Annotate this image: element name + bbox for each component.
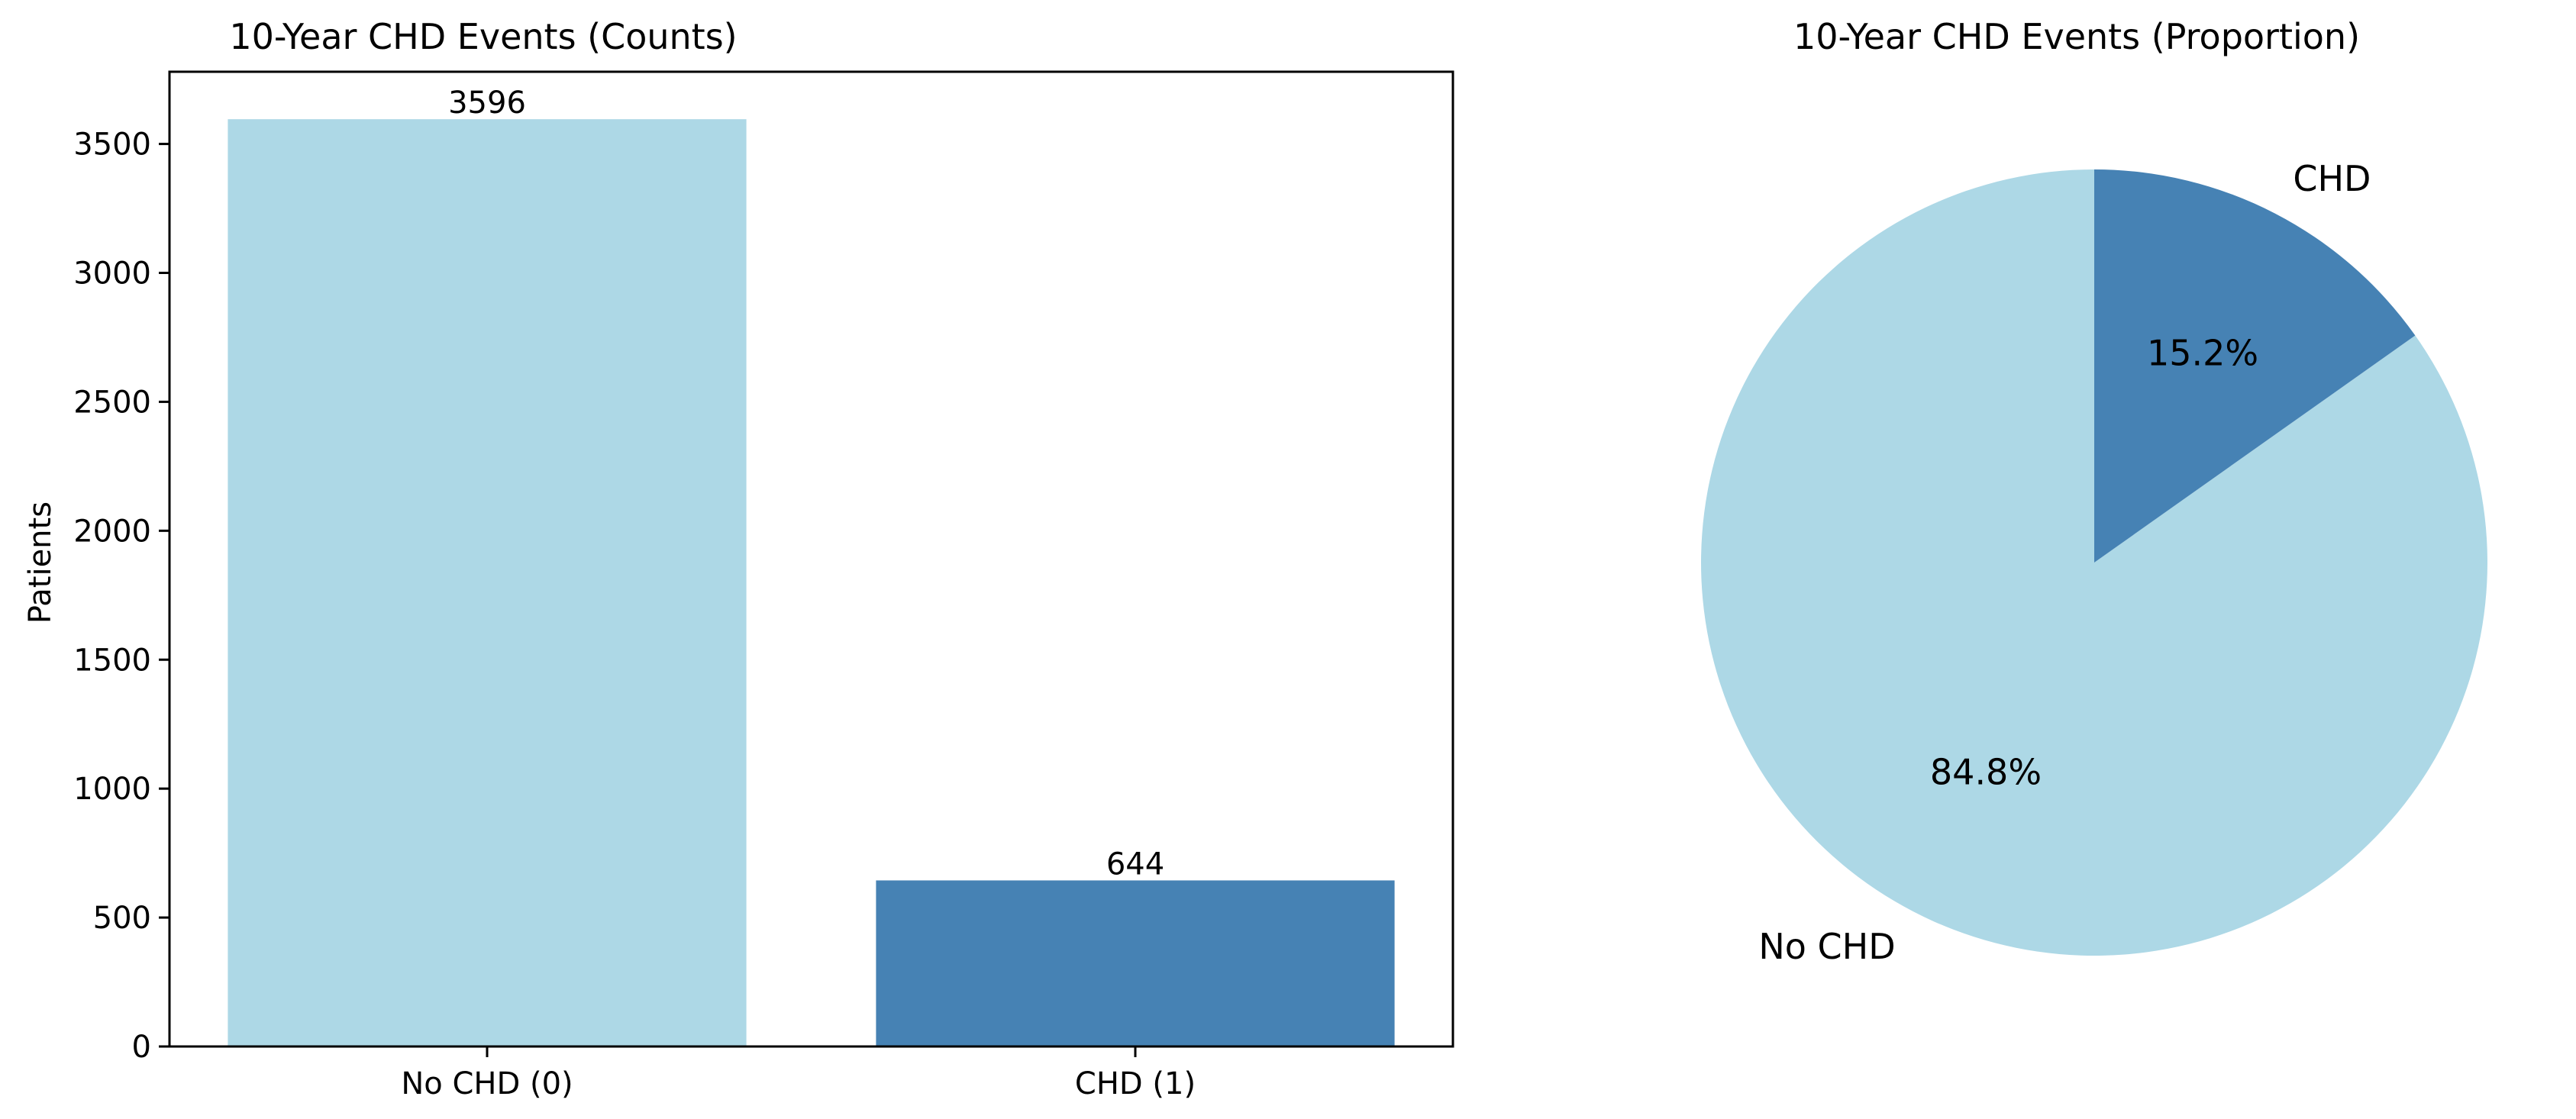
y-tick-label: 1000 bbox=[73, 772, 151, 807]
pie-slices bbox=[1701, 169, 2488, 956]
pie-slice-0 bbox=[1701, 169, 2488, 956]
bar-0 bbox=[228, 119, 747, 1046]
y-tick-label: 500 bbox=[93, 901, 151, 936]
y-tick-label: 1500 bbox=[73, 643, 151, 678]
y-tick-label: 2500 bbox=[73, 385, 151, 420]
bar-chart-title: 10-Year CHD Events (Counts) bbox=[229, 16, 737, 57]
bar-value-label: 644 bbox=[1106, 847, 1164, 882]
y-tick-label: 0 bbox=[132, 1030, 151, 1065]
pie-percent-label: 15.2% bbox=[2147, 333, 2258, 374]
y-tick-label: 3500 bbox=[73, 127, 151, 163]
pie-slice-1 bbox=[2094, 169, 2416, 563]
pie-slice-label: No CHD bbox=[1758, 926, 1895, 967]
bar-marks bbox=[228, 119, 1395, 1046]
bar-1 bbox=[876, 880, 1395, 1046]
x-tick-label: No CHD (0) bbox=[401, 1066, 573, 1101]
pie-chart-title: 10-Year CHD Events (Proportion) bbox=[1793, 16, 2360, 57]
pie-labels: No CHD 84.8% CHD 15.2% bbox=[1758, 158, 2371, 967]
bar-x-ticks: No CHD (0) CHD (1) bbox=[401, 1046, 1196, 1101]
bar-chart-panel: 10-Year CHD Events (Counts) Patients 0 50… bbox=[23, 16, 1454, 1101]
pie-percent-label: 84.8% bbox=[1930, 751, 2042, 792]
bar-chart-ylabel: Patients bbox=[23, 501, 58, 624]
pie-slice-label: CHD bbox=[2293, 158, 2371, 199]
y-tick-label: 2000 bbox=[73, 514, 151, 549]
bar-value-labels: 3596 644 bbox=[448, 85, 1164, 882]
bar-y-ticks: 0 500 1000 1500 2000 2500 3000 3500 bbox=[73, 127, 169, 1065]
pie-chart-panel: 10-Year CHD Events (Proportion) No CHD 84… bbox=[1701, 16, 2488, 967]
y-tick-label: 3000 bbox=[73, 256, 151, 292]
bar-plot-frame bbox=[168, 70, 1454, 1048]
x-tick-label: CHD (1) bbox=[1075, 1066, 1196, 1101]
bar-value-label: 3596 bbox=[448, 85, 526, 121]
